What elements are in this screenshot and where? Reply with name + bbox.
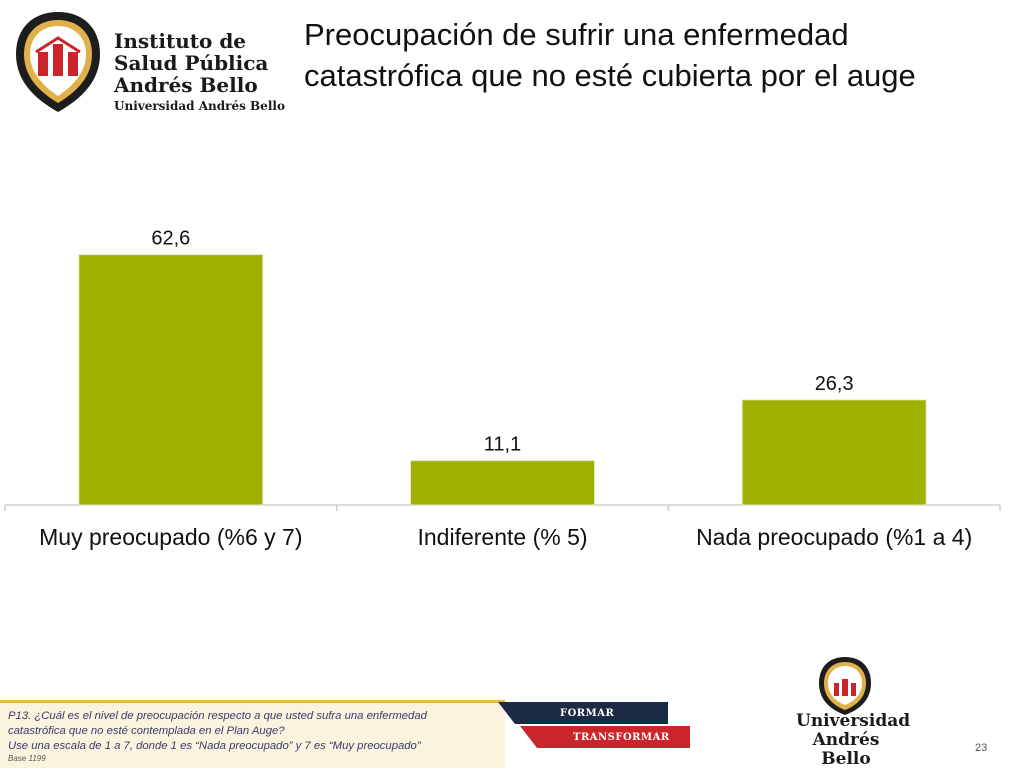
university-line-1: Universidad xyxy=(796,711,911,731)
institute-emblem-icon xyxy=(16,12,100,112)
logo-line-2: Salud Pública xyxy=(114,51,269,75)
bar xyxy=(410,460,595,506)
category-label: Nada preocupado (%1 a 4) xyxy=(696,524,972,550)
question-line-2: catastrófica que no esté contemplada en … xyxy=(8,725,285,737)
institute-logo: Instituto de Salud Pública Andrés Bello … xyxy=(8,8,288,120)
bar xyxy=(78,254,264,506)
data-label: 26,3 xyxy=(815,373,854,395)
footer-accent-line xyxy=(0,700,505,703)
logo-line-3: Andrés Bello xyxy=(114,73,258,97)
data-label: 62,6 xyxy=(151,228,190,250)
university-logo-text: Universidad Andrés Bello xyxy=(796,711,911,769)
slide-title: Preocupación de sufrir una enfermedad ca… xyxy=(304,14,1004,96)
data-label: 11,1 xyxy=(484,434,521,456)
university-line-2: Andrés Bello xyxy=(812,730,880,769)
formar-band xyxy=(498,702,668,724)
logo-line-4: Universidad Andrés Bello xyxy=(114,99,285,113)
title-line-1: Preocupación de sufrir una enfermedad xyxy=(304,17,849,52)
transformar-band xyxy=(520,726,690,748)
bar-chart: 62,6 Muy preocupado (%6 y 7) 11,1 Indiferen… xyxy=(4,228,1001,550)
footer-question: P13. ¿Cuál es el nivel de preocupación r… xyxy=(8,709,498,764)
base-note: Base 1199 xyxy=(8,754,46,763)
page-number: 23 xyxy=(975,742,988,754)
logo-line-1: Instituto de xyxy=(114,29,247,53)
footer-note-box xyxy=(0,700,505,768)
title-line-2: catastrófica que no esté cubierta por el… xyxy=(304,58,916,93)
transformar-label: TRANSFORMAR xyxy=(573,732,670,743)
university-emblem-icon xyxy=(819,657,871,715)
institute-logo-text: Instituto de Salud Pública Andrés Bello … xyxy=(114,30,285,116)
category-label: Indiferente (% 5) xyxy=(417,524,587,550)
category-label: Muy preocupado (%6 y 7) xyxy=(39,524,302,550)
formar-label: FORMAR xyxy=(560,708,615,719)
university-logo xyxy=(795,655,905,755)
question-line-3: Use una escala de 1 a 7, donde 1 es “Nad… xyxy=(8,740,421,752)
bar xyxy=(741,399,927,506)
question-line-1: P13. ¿Cuál es el nivel de preocupación r… xyxy=(8,710,427,722)
